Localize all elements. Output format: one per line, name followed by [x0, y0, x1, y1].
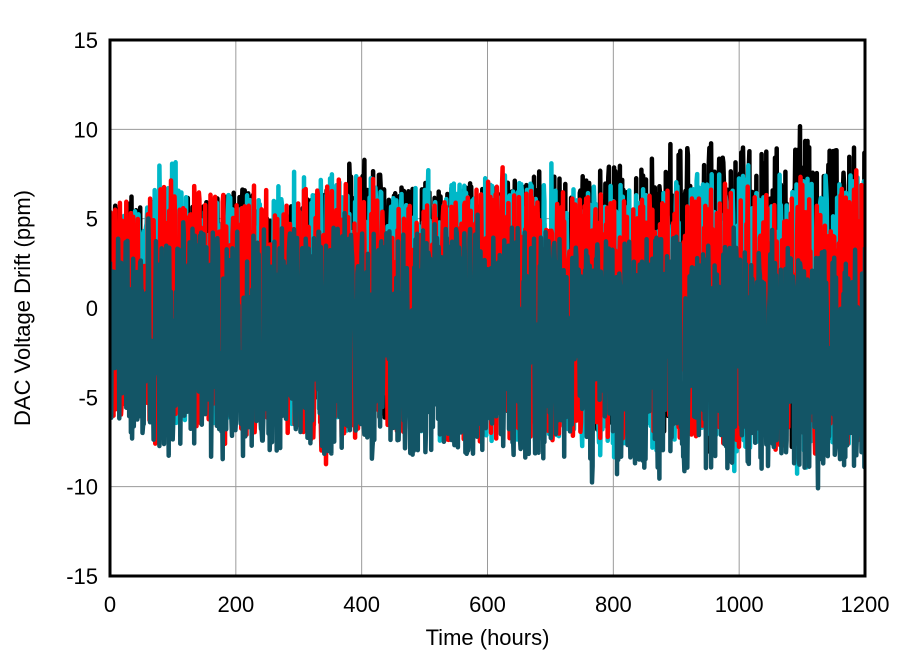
- y-tick-label: 0: [86, 296, 98, 321]
- y-tick-label: -10: [66, 475, 98, 500]
- plot-frame: [108, 38, 867, 578]
- y-tick-label: 15: [74, 28, 98, 53]
- x-tick-label: 0: [104, 592, 116, 617]
- x-tick-label: 800: [595, 592, 632, 617]
- y-tick-label: -5: [78, 385, 98, 410]
- series-layer: [110, 123, 865, 491]
- y-axis-label: DAC Voltage Drift (ppm): [10, 190, 35, 426]
- series-line-4: [110, 210, 865, 491]
- x-tick-label: 200: [217, 592, 254, 617]
- y-tick-label: 10: [74, 117, 98, 142]
- x-tick-label: 400: [343, 592, 380, 617]
- x-axis-label: Time (hours): [426, 625, 550, 650]
- y-tick-label: 5: [86, 207, 98, 232]
- x-tick-label: 1000: [715, 592, 764, 617]
- x-tick-label: 1200: [841, 592, 890, 617]
- x-tick-label: 600: [469, 592, 506, 617]
- y-tick-label: -15: [66, 564, 98, 589]
- y-tick-labels: 15 10 5 0 -5 -10 -15: [66, 28, 98, 589]
- x-tick-labels: 0 200 400 600 800 1000 1200: [104, 592, 890, 617]
